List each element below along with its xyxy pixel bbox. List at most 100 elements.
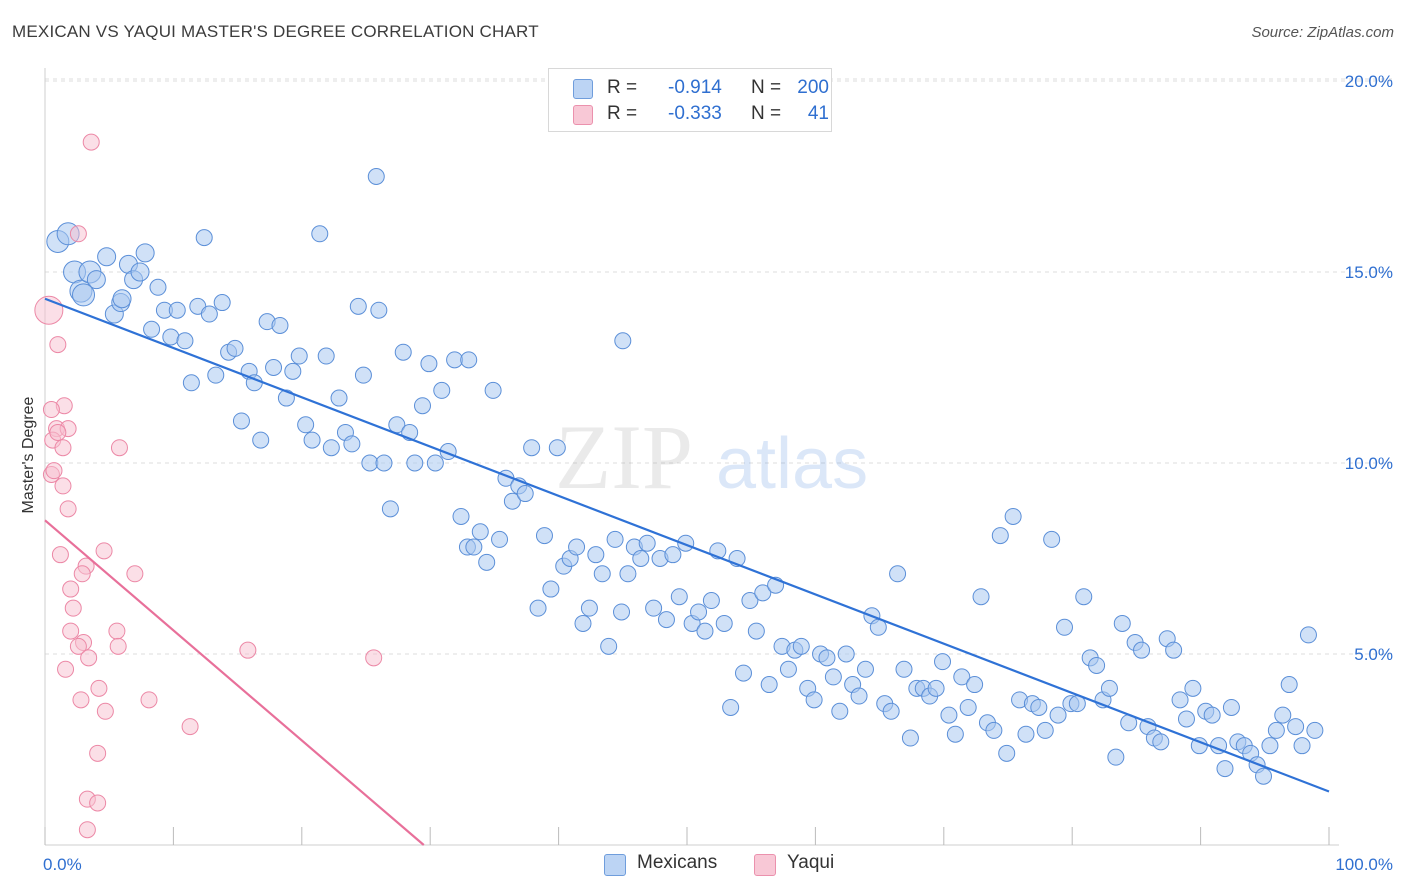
mexicans-point bbox=[1055, 618, 1073, 636]
mexicans-point bbox=[535, 527, 553, 545]
mexicans-point bbox=[471, 523, 489, 541]
axes bbox=[44, 68, 1339, 846]
mexicans-point bbox=[998, 744, 1016, 762]
mexicans-point bbox=[1287, 718, 1305, 736]
mexicans-point bbox=[265, 359, 283, 376]
mexicans-point bbox=[1171, 691, 1189, 709]
yaqui-point bbox=[62, 580, 80, 598]
mexicans-point bbox=[375, 454, 393, 472]
yaqui-point bbox=[45, 462, 63, 480]
mexicans-point bbox=[690, 603, 708, 621]
mexicans-point bbox=[747, 622, 765, 640]
mexicans-point bbox=[381, 500, 399, 518]
mexicans-point bbox=[614, 332, 632, 350]
mexicans-point bbox=[638, 534, 656, 552]
yaqui-point bbox=[49, 336, 67, 354]
mexicans-point bbox=[162, 328, 180, 346]
mexicans-point bbox=[207, 366, 225, 384]
yaqui-point bbox=[72, 691, 90, 709]
mexicans-point bbox=[959, 698, 977, 716]
yaqui-point bbox=[49, 423, 67, 441]
mexicans-point bbox=[317, 347, 335, 365]
mexicans-point bbox=[657, 611, 675, 629]
mexicans-point bbox=[460, 351, 478, 369]
mexicans-point bbox=[1177, 710, 1195, 728]
mexicans-point bbox=[112, 289, 132, 309]
yaqui-point bbox=[108, 622, 126, 640]
mexicans-point bbox=[645, 599, 663, 617]
mexicans-point bbox=[367, 168, 385, 185]
mexicans-point bbox=[587, 546, 605, 564]
mexicans-point bbox=[613, 603, 631, 621]
legend-r-label: R = bbox=[607, 77, 638, 98]
mexicans-point bbox=[1107, 748, 1125, 766]
mexicans-point bbox=[503, 492, 521, 510]
yaqui-point bbox=[69, 637, 87, 655]
mexicans-point bbox=[413, 397, 431, 415]
legend-n-value: 200 bbox=[797, 77, 829, 98]
yaqui-point bbox=[73, 565, 91, 583]
mexicans-point bbox=[593, 565, 611, 583]
mexicans-point bbox=[1222, 698, 1240, 716]
mexicans-point bbox=[1203, 706, 1221, 724]
mexicans-point bbox=[446, 351, 464, 369]
yaqui-point bbox=[110, 439, 128, 457]
chart-title: MEXICAN VS YAQUI MASTER'S DEGREE CORRELA… bbox=[12, 22, 539, 41]
mexicans-legend-swatch bbox=[604, 854, 626, 876]
legend-label-yaqui: Yaqui bbox=[787, 852, 835, 873]
mexicans-point bbox=[696, 622, 714, 640]
mexicans-point bbox=[176, 332, 194, 350]
mexicans-point bbox=[195, 229, 213, 247]
mexicans-point bbox=[1075, 588, 1093, 606]
mexicans-point bbox=[330, 389, 348, 407]
mexicans-point bbox=[86, 270, 106, 290]
mexicans-point bbox=[632, 550, 650, 567]
yaqui-trend-line bbox=[44, 519, 425, 846]
mexicans-point bbox=[1113, 614, 1131, 632]
yaqui-point bbox=[82, 133, 100, 151]
y-tick-label: 10.0% bbox=[1345, 454, 1393, 473]
mexicans-point bbox=[311, 225, 329, 243]
series-mexicans bbox=[46, 168, 1324, 785]
mexicans-point bbox=[1299, 626, 1317, 644]
mexicans-point bbox=[568, 538, 586, 556]
mexicans-point bbox=[130, 262, 150, 282]
mexicans-point bbox=[97, 247, 117, 267]
mexicans-point bbox=[484, 381, 502, 399]
mexicans-point bbox=[478, 553, 496, 571]
yaqui-point bbox=[64, 599, 82, 617]
y-tick-label: 15.0% bbox=[1345, 263, 1393, 282]
trend-lines bbox=[44, 297, 1330, 846]
mexicans-point bbox=[882, 702, 900, 720]
yaqui-point bbox=[89, 794, 107, 812]
mexicans-point bbox=[542, 580, 560, 598]
mexicans-point bbox=[985, 721, 1003, 739]
yaqui-point bbox=[90, 679, 108, 697]
yaqui-point bbox=[78, 821, 96, 839]
mexicans-point bbox=[297, 416, 315, 434]
mexicans-trend-line bbox=[44, 297, 1330, 793]
mexicans-point bbox=[343, 435, 361, 453]
mexicans-point bbox=[149, 278, 167, 296]
mexicans-point bbox=[1133, 641, 1151, 659]
mexicans-point bbox=[856, 660, 874, 678]
source-note: Source: ZipAtlas.com bbox=[1251, 24, 1394, 41]
legend-label-mexicans: Mexicans bbox=[637, 852, 718, 873]
mexicans-point bbox=[1274, 706, 1292, 724]
mexicans-point bbox=[991, 527, 1009, 545]
yaqui-point bbox=[140, 691, 158, 709]
mexicans-point bbox=[361, 454, 379, 472]
mexicans-point bbox=[734, 664, 752, 682]
yaqui-point bbox=[62, 622, 80, 640]
mexicans-point bbox=[1255, 767, 1273, 785]
mexicans-point bbox=[670, 588, 688, 606]
watermark-atlas: atlas bbox=[716, 424, 868, 504]
mexicans-point bbox=[303, 431, 321, 449]
mexicans-point bbox=[1100, 679, 1118, 697]
mexicans-point bbox=[426, 454, 444, 472]
mexicans-point bbox=[946, 725, 964, 743]
y-tick-label: 20.0% bbox=[1345, 72, 1393, 91]
yaqui-swatch bbox=[573, 105, 593, 125]
mexicans-point bbox=[406, 454, 424, 472]
mexicans-point bbox=[664, 546, 682, 564]
